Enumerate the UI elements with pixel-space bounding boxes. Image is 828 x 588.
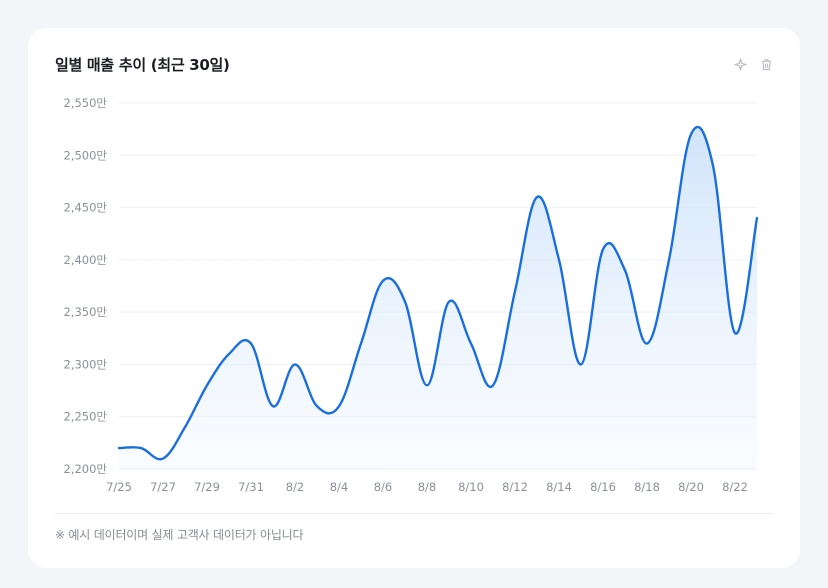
x-tick-label: 8/4 bbox=[330, 480, 349, 494]
x-tick-label: 7/31 bbox=[238, 480, 264, 494]
x-axis: 7/25 7/27 7/29 7/31 8/2 8/4 8/6 8/8 8/10 8/12 8/14… bbox=[106, 480, 748, 494]
x-tick-label: 8/18 bbox=[634, 480, 660, 494]
y-tick-label: 2,200만 bbox=[63, 462, 107, 476]
x-tick-label: 7/29 bbox=[194, 480, 220, 494]
x-tick-label: 8/22 bbox=[722, 480, 748, 494]
y-tick-label: 2,250만 bbox=[63, 410, 107, 424]
card-toolbar bbox=[732, 56, 774, 72]
area-chart: 2,200만 2,250만 2,300만 2,350만 2,400만 2,450만 2,50… bbox=[63, 96, 759, 494]
x-tick-label: 8/12 bbox=[502, 480, 528, 494]
x-tick-label: 8/20 bbox=[678, 480, 704, 494]
y-tick-label: 2,450만 bbox=[63, 201, 107, 215]
x-tick-label: 7/25 bbox=[106, 480, 132, 494]
series-line bbox=[117, 125, 759, 461]
x-tick-label: 8/2 bbox=[286, 480, 305, 494]
sparkle-icon[interactable] bbox=[732, 56, 748, 72]
y-tick-label: 2,300만 bbox=[63, 357, 107, 371]
footnote: ※ 예시 데이터이며 실제 고객사 데이터가 아닙니다 bbox=[55, 528, 304, 542]
y-tick-label: 2,400만 bbox=[63, 253, 107, 267]
y-tick-label: 2,500만 bbox=[63, 148, 107, 162]
chart-card: 일별 매출 추이 (최근 30일) 2,200만 2,250만 2,300만 2,35… bbox=[28, 28, 800, 568]
y-tick-label: 2,350만 bbox=[63, 305, 107, 319]
x-tick-label: 8/14 bbox=[546, 480, 572, 494]
y-axis: 2,200만 2,250만 2,300만 2,350만 2,400만 2,450만 2,50… bbox=[63, 96, 107, 476]
x-tick-label: 7/27 bbox=[150, 480, 176, 494]
x-tick-label: 8/10 bbox=[458, 480, 484, 494]
x-tick-label: 8/8 bbox=[418, 480, 437, 494]
y-tick-label: 2,550만 bbox=[63, 96, 107, 110]
trash-icon[interactable] bbox=[758, 56, 774, 72]
chart-title: 일별 매출 추이 (최근 30일) bbox=[55, 56, 230, 74]
x-tick-label: 8/6 bbox=[374, 480, 393, 494]
series-area bbox=[119, 126, 757, 469]
footer-divider bbox=[55, 513, 773, 514]
x-tick-label: 8/16 bbox=[590, 480, 616, 494]
